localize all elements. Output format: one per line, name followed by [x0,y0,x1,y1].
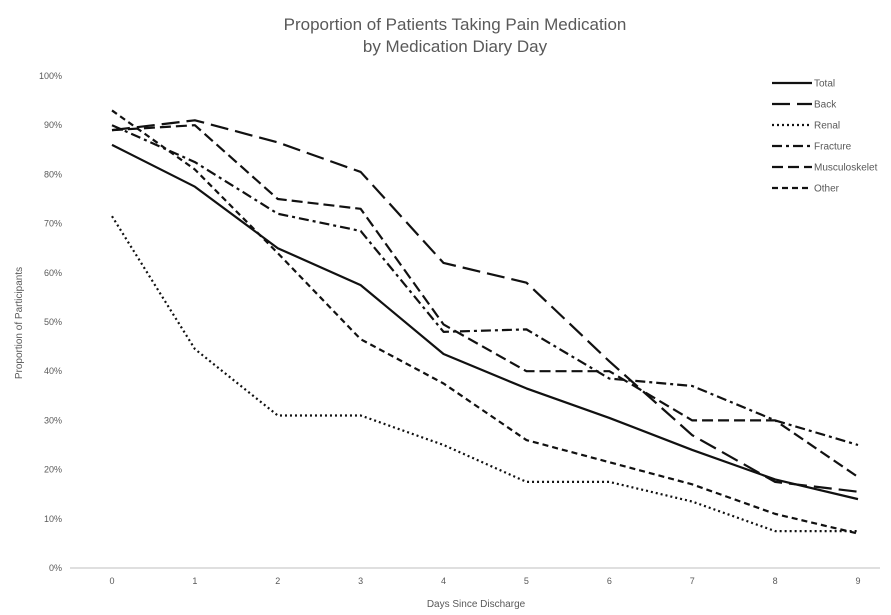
y-tick-label: 90% [44,120,62,130]
legend-label: Other [814,184,840,195]
x-axis-tick-labels: 0 1 2 3 4 5 6 7 8 9 [109,576,860,586]
chart-title-line-2: by Medication Diary Day [363,37,548,56]
legend-item-renal: Renal [772,121,840,132]
y-tick-label: 80% [44,169,62,179]
x-tick-label: 9 [855,576,860,586]
legend-item-musculoskelet: Musculoskelet [772,163,878,174]
x-tick-label: 7 [690,576,695,586]
series-line-renal [111,215,858,533]
y-axis-title: Proportion of Participants [14,267,25,379]
x-tick-label: 5 [524,576,529,586]
x-tick-label: 1 [192,576,197,586]
x-tick-label: 2 [275,576,280,586]
series-line-other [111,109,859,535]
series-line-total [111,143,859,501]
x-tick-label: 6 [607,576,612,586]
legend-label: Total [814,79,835,90]
legend-item-back: Back [772,100,837,111]
y-tick-label: 40% [44,366,62,376]
y-tick-label: 20% [44,465,62,475]
x-tick-label: 3 [358,576,363,586]
legend: Total Back Renal Fracture Musculoskelet Other [772,79,878,195]
y-tick-label: 70% [44,219,62,229]
y-tick-label: 0% [49,563,62,573]
legend-label: Fracture [814,142,852,153]
y-tick-label: 60% [44,268,62,278]
legend-label: Back [814,100,837,111]
legend-label: Renal [814,121,840,132]
x-tick-label: 0 [109,576,114,586]
x-tick-label: 4 [441,576,446,586]
series-line-fracture [111,124,859,447]
series-lines [111,109,859,535]
series-line-back [111,119,859,493]
legend-item-total: Total [772,79,835,90]
series-line-musculoskelet [111,124,859,478]
legend-item-other: Other [772,184,840,195]
y-axis-tick-labels: 0% 10% 20% 30% 40% 50% 60% 70% 80% 90% 100% [39,71,62,573]
x-tick-label: 8 [773,576,778,586]
y-tick-label: 30% [44,415,62,425]
y-tick-label: 100% [39,71,62,81]
legend-item-fracture: Fracture [772,142,852,153]
y-tick-label: 10% [44,514,62,524]
y-tick-label: 50% [44,317,62,327]
legend-label: Musculoskelet [814,163,878,174]
x-axis-title: Days Since Discharge [427,599,526,610]
chart-title-line-1: Proportion of Patients Taking Pain Medic… [284,15,627,34]
